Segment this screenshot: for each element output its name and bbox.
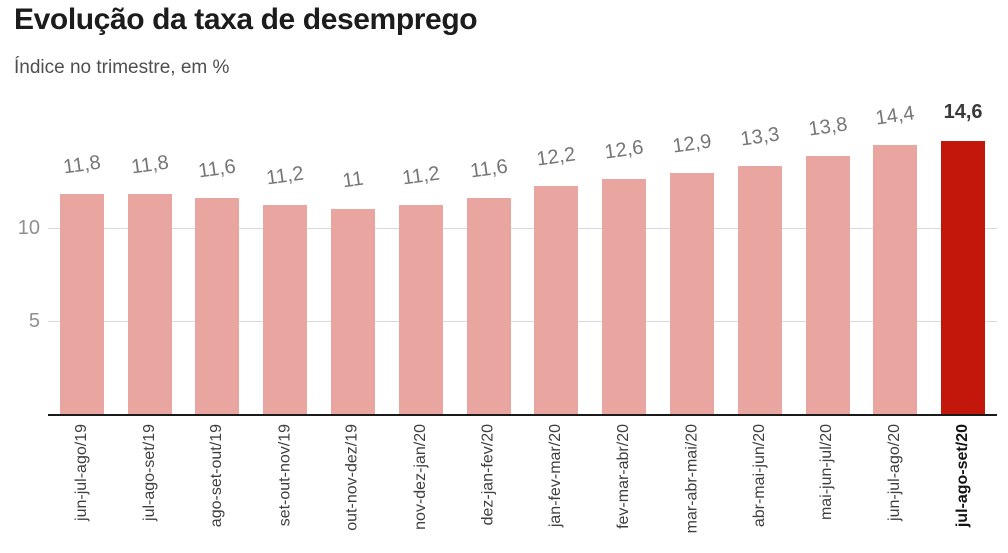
bar-nov-dez-jan/20	[398, 205, 443, 415]
bar-fev-mar-abr/20	[602, 178, 647, 415]
x-tick-label: set-out-nov/19	[276, 424, 294, 527]
x-tick-label: ago-set-out/19	[208, 424, 226, 528]
bar-jun-jul-ago/19	[59, 193, 104, 415]
bar-jun-jul-ago/20	[873, 145, 918, 415]
x-tick-label: jun-jul-ago/19	[72, 424, 90, 521]
y-tick-label-5: 5	[28, 310, 40, 333]
bar-value-label: 14,6	[943, 101, 983, 124]
bar-ago-set-out/19	[195, 197, 240, 415]
chart-title: Evolução da taxa de desemprego	[14, 3, 478, 36]
x-tick-label: nov-dez-jan/20	[411, 424, 429, 530]
x-tick-label: jan-fev-mar/20	[547, 424, 565, 528]
bar-mar-abr-mai/20	[669, 173, 714, 415]
bar-mai-jun-jul/20	[805, 156, 850, 415]
bar-dez-jan-fev/20	[466, 197, 511, 415]
bar-jul-ago-set/20	[941, 141, 986, 415]
bar-out-nov-dez/19	[331, 208, 376, 415]
x-tick-label: jul-ago-set/19	[140, 424, 158, 521]
bar-abr-mai-jun/20	[737, 165, 782, 415]
bar-jan-fev-mar/20	[534, 186, 579, 415]
x-tick-label: mai-jun-jul/20	[818, 424, 836, 521]
y-tick-label-10: 10	[17, 216, 40, 239]
x-tick-label: mar-abr-mai/20	[682, 424, 700, 534]
x-tick-label: jun-jul-ago/20	[886, 424, 904, 521]
x-axis-baseline	[48, 414, 997, 416]
x-tick-label: dez-jan-fev/20	[479, 424, 497, 526]
x-tick-label: fev-mar-abr/20	[615, 424, 633, 529]
bar-set-out-nov/19	[263, 205, 308, 415]
chart-subtitle: Índice no trimestre, em %	[14, 57, 230, 78]
bar-jul-ago-set/19	[127, 193, 172, 415]
x-tick-label: out-nov-dez/19	[344, 424, 362, 531]
gridline-5	[48, 321, 997, 323]
x-tick-label: abr-mai-jun/20	[750, 424, 768, 528]
x-tick-label: jul-ago-set/20	[954, 424, 972, 528]
gridline-10	[48, 227, 997, 229]
